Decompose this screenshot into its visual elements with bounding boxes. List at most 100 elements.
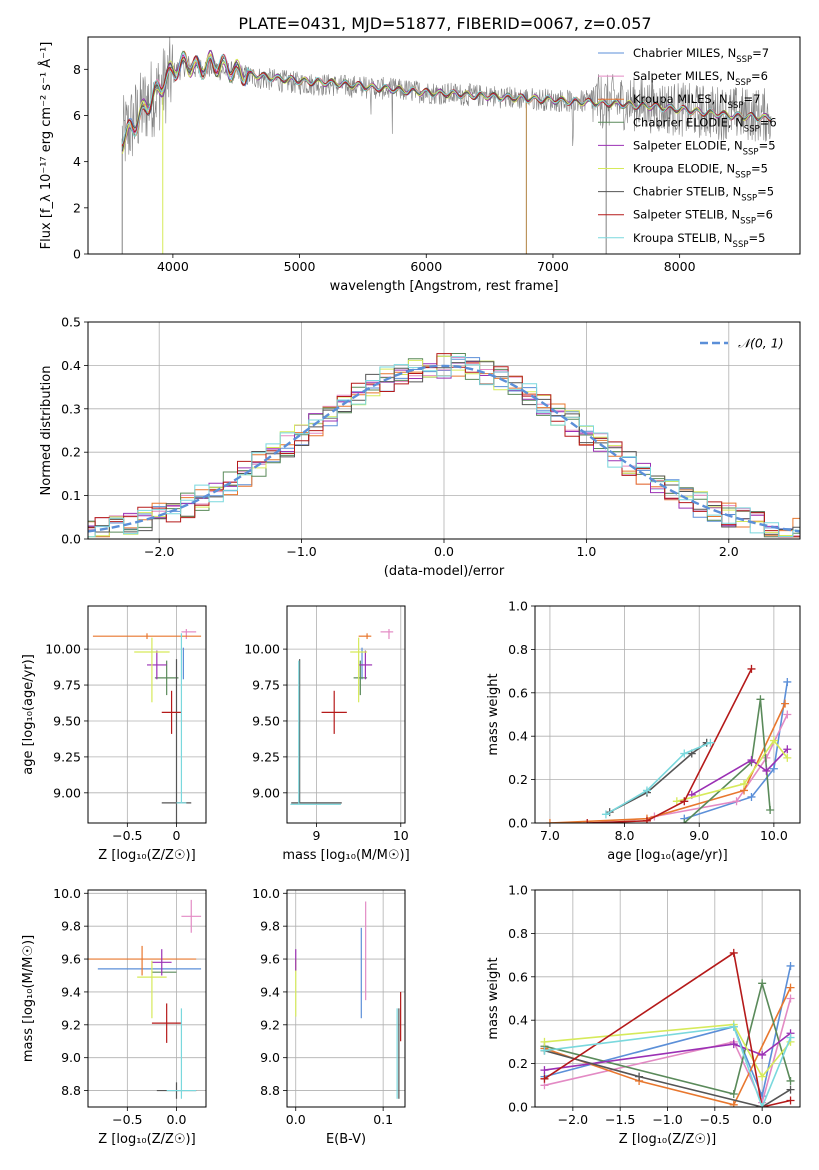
- weight-point-marker: [786, 961, 795, 970]
- y-tick-label: 9.50: [252, 713, 280, 728]
- weight-series-line: [654, 714, 789, 818]
- y-tick-label: 9.2: [260, 1017, 280, 1032]
- weight-point-marker: [747, 756, 756, 765]
- weight-series-line: [544, 1023, 792, 1079]
- y-tick-label: 9.50: [53, 713, 81, 728]
- x-tick-label: 6000: [410, 259, 442, 274]
- x-axis-label: mass [log₁₀(M/M☉)]: [282, 848, 409, 863]
- y-tick-label: 10.00: [45, 642, 81, 657]
- y-axis-label: Flux [f_λ 10⁻¹⁷ erg cm⁻² s⁻¹ Å⁻¹]: [38, 42, 54, 250]
- x-tick-label: −2.0: [558, 1112, 588, 1127]
- weight-series-line: [544, 951, 791, 1107]
- weight-point-marker: [583, 819, 592, 823]
- y-tick-label: 9.75: [53, 678, 81, 693]
- y-tick-label: 9.4: [61, 984, 81, 999]
- weight-point-marker: [786, 983, 795, 992]
- chart-weight-vs-age: 7.0 8.0 9.0 10.0 0.0 0.2 0.4 0.6 0.8 1.0 age [log₁…: [486, 599, 801, 863]
- y-axis-label: mass weight: [486, 957, 501, 1039]
- x-tick-label: 0.0: [286, 1112, 306, 1127]
- weight-point-marker: [680, 749, 689, 758]
- weight-point-marker: [747, 664, 756, 673]
- weight-point-marker: [672, 797, 681, 806]
- x-tick-label: 1.0: [576, 544, 596, 559]
- weight-point-marker: [642, 786, 651, 795]
- chart-residuals: −2.0 −1.0 0.0 1.0 2.0 0.0 0.1 0.2 0.3 0.4 0.5 (data…: [39, 315, 801, 579]
- y-tick-label: 1.0: [508, 599, 528, 614]
- weight-point-marker: [540, 1037, 549, 1046]
- x-tick-label: −1.0: [652, 1112, 682, 1127]
- chart-age-vs-Z: −0.5 0 9.00 9.25 9.50 9.75 10.00 Z [log₁₀(Z/Z☉)…: [21, 605, 207, 863]
- y-tick-label: 0.6: [508, 685, 528, 700]
- weight_vs_Z-plot-area: [540, 948, 795, 1107]
- y-tick-label: 9.8: [61, 919, 81, 934]
- x-tick-label: 0.0: [167, 1112, 187, 1127]
- weight-series-line: [676, 739, 788, 803]
- chart-weight-vs-Z: −2.0 −1.5 −1.0 −0.5 0.0 0.0 0.2 0.4 0.6 0.8 1.0 Z […: [486, 883, 801, 1147]
- y-tick-label: 9.8: [260, 919, 280, 934]
- weight-series-line: [544, 1049, 791, 1107]
- y-tick-label: 1.0: [508, 883, 528, 898]
- figure-title: PLATE=0431, MJD=51877, FIBERID=0067, z=0…: [238, 14, 651, 33]
- weight-point-marker: [762, 766, 771, 775]
- weight-point-marker: [729, 1022, 738, 1031]
- x-tick-label: 0: [173, 828, 181, 843]
- x-tick-label: 9: [313, 828, 321, 843]
- weight-series-line: [544, 998, 792, 1106]
- y-tick-label: 9.00: [53, 785, 81, 800]
- x-tick-label: 7.0: [540, 828, 560, 843]
- y-tick-label: 0.4: [61, 358, 81, 373]
- weight-point-marker: [769, 736, 778, 745]
- spectrum-legend: Chabrier MILES, NSSP=7 Salpeter MILES, NS…: [598, 46, 777, 250]
- weight-point-marker: [783, 677, 792, 686]
- weight-point-marker: [786, 1076, 795, 1085]
- weight-point-marker: [766, 805, 775, 814]
- y-tick-label: 9.6: [61, 952, 81, 967]
- mass_vs_Z-plot-area: [88, 899, 202, 1099]
- x-tick-label: 8000: [664, 259, 696, 274]
- y-tick-label: 2: [73, 200, 81, 215]
- axes-frame: [87, 889, 207, 1108]
- weight-point-marker: [635, 1072, 644, 1081]
- legend-label: Kroupa STELIB, NSSP=5: [633, 231, 765, 250]
- y-tick-label: 0.2: [508, 772, 528, 787]
- x-tick-label: 4000: [157, 259, 189, 274]
- y-tick-label: 8.8: [260, 1083, 280, 1098]
- weight-point-marker: [758, 1050, 767, 1059]
- weight-point-marker: [786, 1096, 795, 1105]
- x-tick-label: −0.5: [700, 1112, 730, 1127]
- weight-point-marker: [786, 1033, 795, 1042]
- weight-point-marker: [783, 753, 792, 762]
- legend-label: Kroupa ELODIE, NSSP=5: [633, 162, 768, 181]
- y-axis-label: age [log₁₀(age/yr)]: [21, 654, 36, 775]
- weight-series-line: [684, 681, 789, 820]
- y-tick-label: 0.6: [508, 969, 528, 984]
- y-tick-label: 9.2: [61, 1017, 81, 1032]
- y-tick-label: 6: [73, 108, 81, 123]
- x-axis-label: (data-model)/error: [384, 564, 505, 579]
- weight-point-marker: [540, 1066, 549, 1075]
- weight-point-marker: [642, 816, 651, 823]
- model-spectrum-line: [121, 52, 772, 145]
- y-tick-label: 10.0: [252, 886, 280, 901]
- axes-frame: [534, 889, 801, 1108]
- weight-point-marker: [729, 1089, 738, 1098]
- weight-point-marker: [786, 994, 795, 1003]
- weight-point-marker: [781, 699, 790, 708]
- y-tick-label: 9.00: [252, 785, 280, 800]
- weight-series-line: [691, 748, 788, 796]
- age_vs_mass-plot-area: [290, 628, 394, 805]
- weight-point-marker: [729, 948, 738, 957]
- weight-series-line: [683, 699, 771, 823]
- age_vs_Z-plot-area: [92, 628, 202, 823]
- x-axis-label: wavelength [Angstrom, rest frame]: [330, 279, 559, 294]
- legend-label: Chabrier STELIB, NSSP=5: [633, 185, 774, 204]
- y-tick-label: 0.1: [61, 488, 81, 503]
- y-tick-label: 0.5: [61, 315, 81, 330]
- chart-mass-vs-ebv: 0.0 0.1 8.8 9.0 9.2 9.4 9.6 9.8 10.0 E(B-V): [252, 886, 406, 1147]
- legend-label: Kroupa MILES, NSSP=7: [633, 92, 760, 111]
- weight-point-marker: [756, 695, 765, 704]
- weight-point-marker: [783, 745, 792, 754]
- x-tick-label: 0.0: [434, 544, 454, 559]
- x-tick-label: 8.0: [615, 828, 635, 843]
- chart-spectrum: 4000 5000 6000 7000 8000 0 2 4 6 8 wavelength [Ang…: [38, 36, 801, 294]
